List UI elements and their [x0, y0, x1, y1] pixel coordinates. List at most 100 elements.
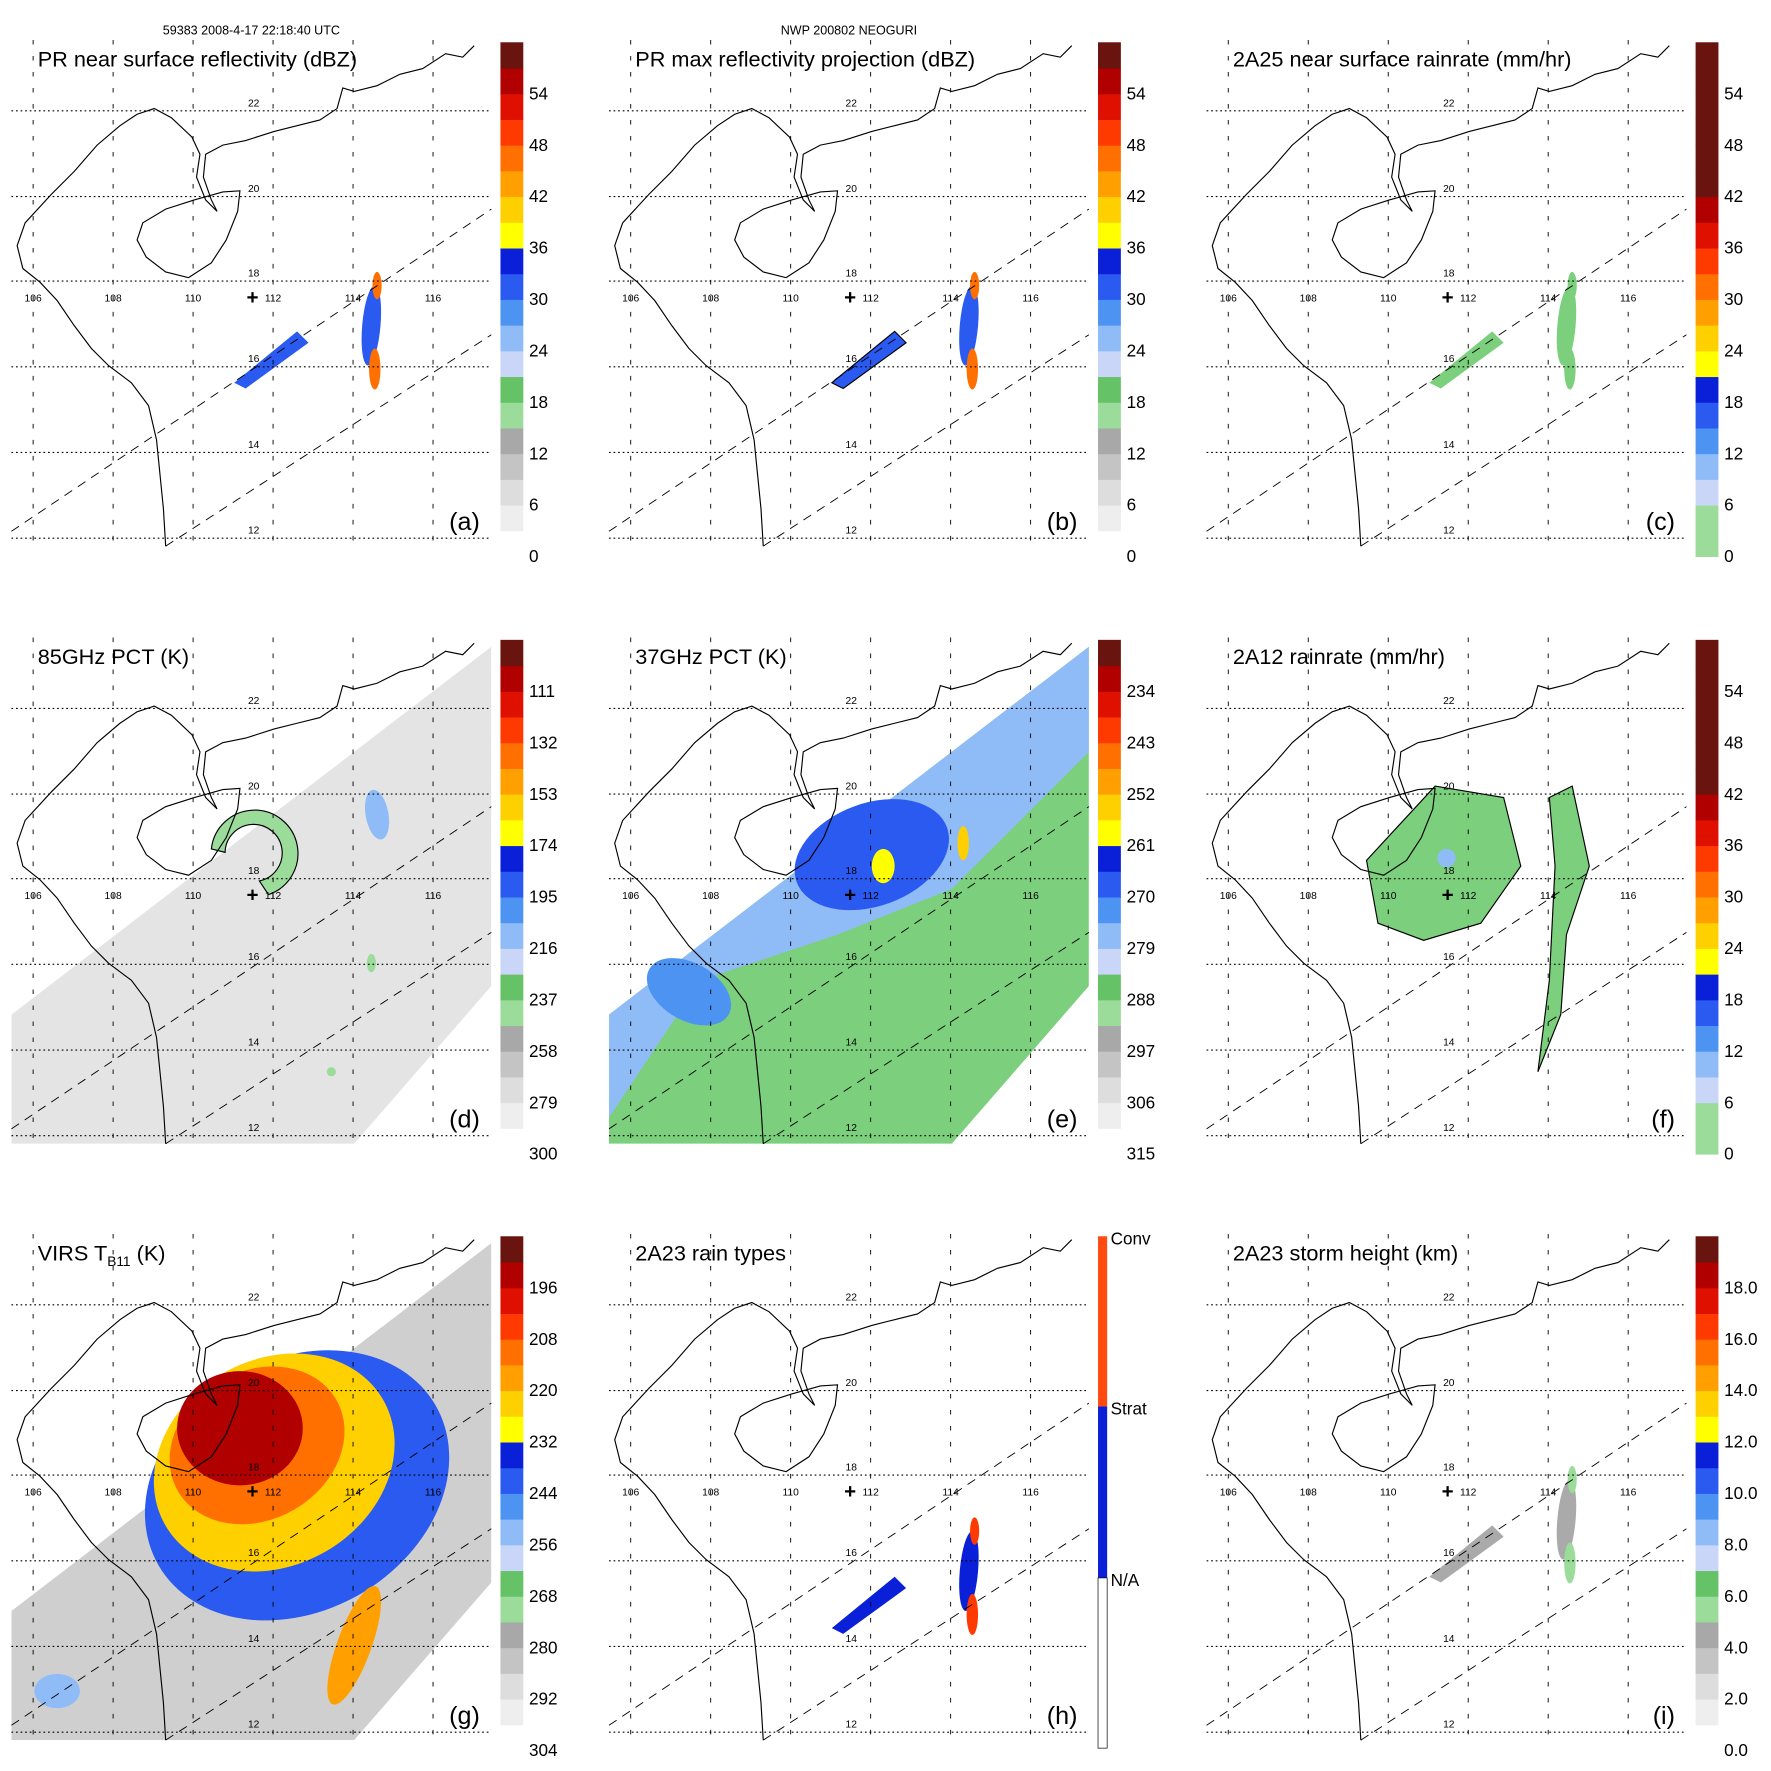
colorbar-segment	[500, 1076, 524, 1104]
rain-cell	[1437, 848, 1456, 868]
longitude-label: 110	[782, 891, 799, 902]
colorbar-segment-conv	[1098, 1236, 1108, 1407]
longitude-label: 110	[185, 294, 202, 305]
colorbar-segment	[1098, 742, 1121, 769]
colorbar-tick-label: 30	[529, 289, 548, 309]
colorbar-segment	[1098, 119, 1121, 146]
latitude-label: 22	[248, 98, 260, 109]
panel-title: 2A12 rainrate (mm/hr)	[1233, 644, 1445, 669]
colorbar-segment	[1098, 1102, 1121, 1129]
colorbar-segment	[500, 1416, 524, 1443]
latitude-label: 22	[248, 1292, 260, 1303]
colorbar-tick-label: 42	[1127, 186, 1146, 206]
longitude-label: 112	[862, 891, 879, 902]
data-layer	[11, 1243, 492, 1741]
colorbar-tick-label: 153	[529, 784, 558, 804]
colorbar-tick-label: 270	[1127, 887, 1156, 907]
coastline	[614, 45, 1073, 547]
latitude-label: 20	[1443, 782, 1455, 793]
latitude-label: 12	[846, 526, 858, 537]
longitude-label: 108	[105, 1488, 122, 1499]
colorbar-tick-label: 48	[1724, 732, 1743, 752]
colorbar-segment	[1695, 1596, 1719, 1623]
colorbar-segment-na	[1097, 1577, 1108, 1749]
panel-title: 85GHz PCT (K)	[38, 644, 189, 669]
colorbar-segment	[500, 42, 524, 69]
longitude-label: 112	[1460, 891, 1477, 902]
colorbar-segment	[500, 794, 524, 821]
eyewall-band	[210, 809, 299, 896]
latitude-label: 22	[1443, 696, 1455, 707]
colorbar: 0 6 12 18 24 30 36 42 48 54	[1695, 42, 1744, 566]
latitude-label: 12	[846, 1123, 858, 1134]
colorbar-tick-label: 0	[1127, 546, 1137, 566]
rainband-east	[361, 285, 382, 366]
longitude-label: 114	[345, 294, 362, 305]
colorbar-segment	[1098, 530, 1121, 558]
swath-edge-line	[1206, 208, 1687, 532]
colorbar-segment	[500, 768, 524, 795]
colorbar-segment	[1695, 1621, 1719, 1649]
colorbar-tick-label: 8.0	[1724, 1534, 1748, 1554]
rainband-east	[1556, 1479, 1577, 1560]
colorbar-segment	[500, 1699, 524, 1726]
panel-letter: (i)	[1653, 1702, 1675, 1730]
colorbar-segment	[500, 453, 524, 480]
swath-edge-line	[608, 208, 1090, 532]
colorbar-segment	[1098, 999, 1121, 1027]
data-layer	[234, 271, 382, 390]
colorbar-tick-label: 48	[1127, 135, 1146, 155]
longitude-label: 116	[1022, 891, 1039, 902]
colorbar-segment	[1098, 716, 1121, 744]
map-panel-f: 22 20 18 16 14 12 106 108 110 112 114 116 +2A12 rain…	[1206, 637, 1744, 1164]
longitude-label: 110	[1380, 891, 1397, 902]
data-layer	[1429, 271, 1577, 390]
colorbar-segment	[500, 273, 524, 300]
colorbar-segment	[1098, 948, 1121, 975]
longitude-label: 110	[1380, 294, 1397, 305]
coastline	[1211, 642, 1670, 1144]
colorbar-segment	[500, 1261, 524, 1289]
colorbar-tick-label: 30	[1724, 887, 1743, 907]
longitude-label: 116	[1620, 891, 1637, 902]
colorbar-tick-label: 42	[1724, 186, 1743, 206]
colorbar-tick-label: 0	[1724, 1144, 1734, 1164]
latitude-label: 16	[1443, 354, 1455, 365]
colorbar-tick-label: 10.0	[1724, 1483, 1757, 1503]
header-storm-name: NWP 200802 NEOGURI	[781, 23, 917, 37]
colorbar-tick-label: 36	[1724, 238, 1743, 258]
colorbar-segment	[500, 196, 524, 223]
colorbar-tick-label: 30	[1724, 289, 1743, 309]
colorbar-label: Strat	[1111, 1399, 1147, 1419]
latitude-label: 16	[846, 354, 858, 365]
colorbar-segment	[1695, 1076, 1719, 1104]
colorbar-segment	[1098, 170, 1121, 198]
data-layer	[831, 1517, 980, 1636]
swath-edge-line	[762, 1528, 1090, 1741]
colorbar-segment	[1695, 427, 1719, 455]
colorbar: 0.0 2.0 4.0 6.0 8.0 10.0 12.0 14.0 16.0 18.0	[1695, 1236, 1757, 1760]
swath-edge-line	[762, 931, 1090, 1145]
panel-title: 2A25 near surface rainrate (mm/hr)	[1233, 46, 1572, 71]
latitude-label: 18	[248, 269, 260, 280]
rain-cell	[364, 789, 390, 840]
colorbar-tick-label: 54	[1127, 83, 1147, 103]
colorbar-segment	[500, 845, 524, 872]
longitude-label: 114	[942, 891, 959, 902]
colorbar-segment	[1695, 1128, 1719, 1155]
longitude-label: 110	[185, 1488, 202, 1499]
colorbar-segment	[500, 819, 524, 847]
latitude-label: 14	[248, 1037, 260, 1048]
storm-center-cross-icon: +	[247, 883, 259, 906]
colorbar-segment	[1695, 768, 1719, 795]
longitude-label: 114	[345, 891, 362, 902]
colorbar-segment	[1695, 1416, 1719, 1443]
title-subscript: B11	[107, 1254, 130, 1269]
colorbar-tick-label: 252	[1127, 784, 1156, 804]
colorbar-segment	[500, 948, 524, 975]
panel-letter: (d)	[449, 1106, 480, 1134]
swath-edge-line	[608, 1402, 1090, 1726]
latitude-label: 18	[1443, 269, 1455, 280]
colorbar-segment	[1695, 273, 1719, 300]
